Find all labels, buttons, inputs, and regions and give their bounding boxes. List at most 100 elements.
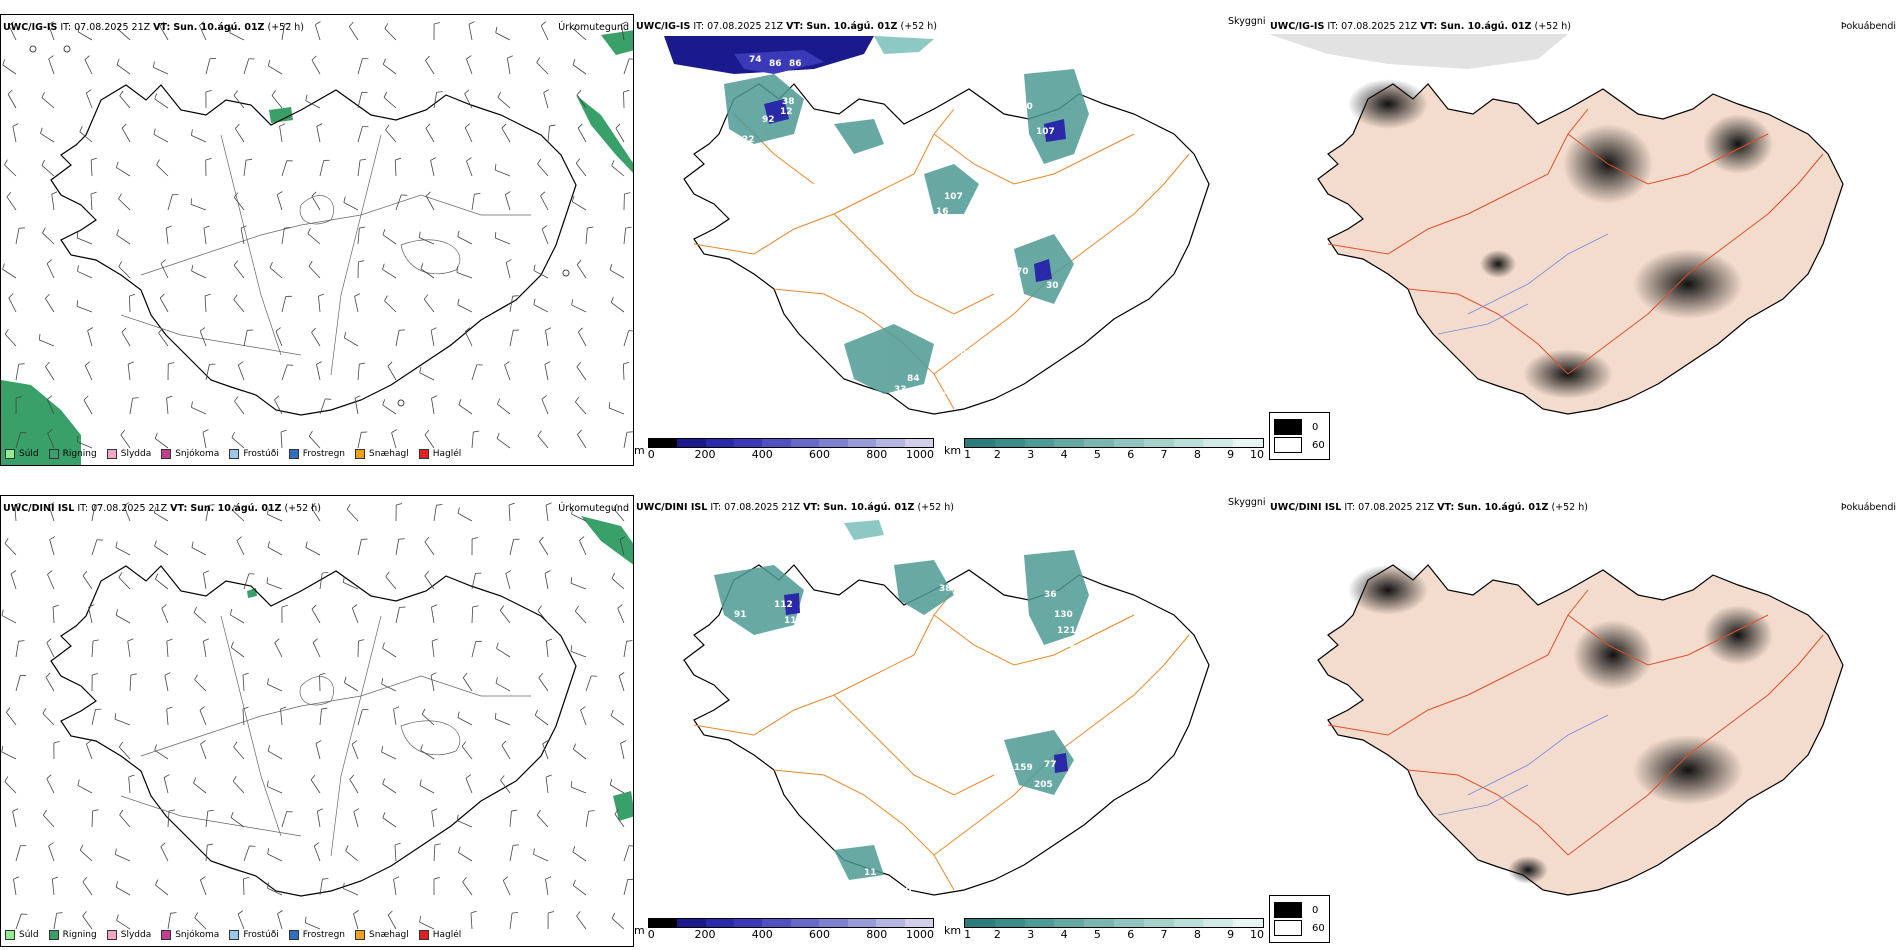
wind-barb-flag <box>496 432 500 439</box>
wind-barb <box>319 879 323 896</box>
cloud-base-colorbar-segment <box>876 919 905 927</box>
wind-barb <box>281 24 285 41</box>
panel-header: UWC/DINI ISL IT: 07.08.2025 21Z VT: Sun.… <box>3 503 321 514</box>
wind-barb <box>623 641 627 658</box>
wind-barb-flag <box>233 260 239 266</box>
wind-barb-flag <box>314 842 320 847</box>
wind-barb <box>276 194 283 211</box>
wind-barb <box>155 578 169 590</box>
wind-barb-flag <box>280 706 287 710</box>
wind-barb <box>47 433 55 449</box>
wind-barb <box>311 59 321 75</box>
cloud-base-label: 77 <box>1044 760 1057 770</box>
wind-barb-flag <box>545 502 552 506</box>
wind-barb <box>349 779 359 794</box>
wind-barb <box>202 432 207 449</box>
wind-barb <box>346 508 359 522</box>
cloud-base-colorbar-tick: 400 <box>751 448 773 461</box>
wind-barb-flag <box>611 912 616 919</box>
panel-header: UWC/IG-IS IT: 07.08.2025 21Z VT: Sun. 10… <box>636 21 937 32</box>
wind-barb-flag <box>245 158 253 161</box>
wind-barb <box>577 434 587 449</box>
wind-barb-flag <box>424 571 429 577</box>
model-name: UWC/IG-IS <box>636 21 691 32</box>
cloud-base-colorbar-segment <box>733 919 763 927</box>
wind-barb <box>461 746 473 760</box>
wind-barb <box>281 296 287 313</box>
wind-barb <box>46 778 55 794</box>
wind-barb <box>385 576 397 590</box>
wind-barb <box>620 743 625 760</box>
wind-barb-flag <box>382 812 386 819</box>
wind-barb <box>351 743 359 760</box>
wind-barb-flag <box>434 843 441 846</box>
wind-barb <box>48 845 55 862</box>
wind-barb-flag <box>121 123 127 129</box>
visibility-colorbar-tick: 6 <box>1127 928 1135 941</box>
wind-barb <box>234 128 245 143</box>
precip-legend-swatch <box>106 449 117 459</box>
wind-barb <box>266 582 283 590</box>
wind-barb <box>191 547 207 556</box>
panel-title: Úrkomutegund <box>558 22 629 33</box>
cloud-base-label: 18 <box>1062 640 1075 650</box>
wind-barb <box>465 778 473 794</box>
wind-barb <box>232 780 245 794</box>
cloud-base-label: 11 <box>864 868 877 878</box>
precip-legend-item: Frostúði <box>229 449 279 459</box>
wind-barb-flag <box>465 774 472 779</box>
wind-barb-flag <box>382 399 386 406</box>
wind-barb <box>385 129 397 143</box>
cloud-base-colorbar-segment <box>904 919 933 927</box>
wind-barb <box>46 263 55 279</box>
wind-barb-flag <box>576 362 582 368</box>
wind-barb-flag <box>120 430 125 436</box>
wind-barb-flag <box>537 158 542 165</box>
precip-legend-item: Rigning <box>48 449 97 459</box>
it-label: IT: <box>693 21 705 32</box>
wind-barb-flag <box>456 266 458 273</box>
visibility-colorbar-segment <box>1054 439 1085 447</box>
wind-barb <box>542 743 549 760</box>
cloud-base-label: 11 <box>784 616 797 626</box>
wind-barb <box>116 167 131 177</box>
wind-barb <box>77 31 93 41</box>
wind-barb <box>430 160 435 177</box>
wind-barb <box>166 398 169 415</box>
wind-barb <box>623 879 629 896</box>
wind-barb <box>12 126 17 143</box>
wind-barb-flag <box>311 327 316 333</box>
wind-barb <box>205 845 208 862</box>
wind-barb <box>154 438 169 449</box>
precip-type-panel-bottom: UWC/DINI ISL IT: 07.08.2025 21Z VT: Sun.… <box>0 495 634 947</box>
wind-barb <box>499 610 511 624</box>
wind-barb-flag <box>466 55 472 60</box>
wind-barb-flag <box>311 55 317 61</box>
precip-legend-item: Haglél <box>418 449 461 459</box>
wind-barb-flag <box>47 395 53 400</box>
wind-barb-flag <box>572 743 576 750</box>
it-value: 07.08.2025 21Z <box>1341 21 1418 32</box>
wind-barb-flag <box>232 775 237 782</box>
wind-barb-flag <box>430 327 437 331</box>
wind-barb-flag <box>608 402 611 409</box>
wind-barb <box>41 165 55 177</box>
wind-barb-flag <box>275 327 281 332</box>
wind-barb-flag <box>79 844 84 851</box>
wind-barb <box>471 606 474 624</box>
wind-barb <box>623 58 630 75</box>
wind-barb-flag <box>10 570 17 575</box>
wind-barb-flag <box>544 361 551 365</box>
wind-barb <box>316 364 321 381</box>
wind-barb <box>471 194 475 211</box>
wind-barb <box>430 330 435 347</box>
cloud-base-label: 205 <box>1034 780 1053 790</box>
cloud-base-colorbar-tick: 0 <box>647 448 655 461</box>
wind-barb-flag <box>114 713 117 720</box>
precip-legend-label: Snæhagl <box>369 449 409 459</box>
wind-barb <box>77 785 93 794</box>
wind-barb <box>268 65 283 75</box>
wind-barb <box>420 749 435 760</box>
cloud-base-label: 86 <box>769 59 782 69</box>
wind-barb <box>267 513 283 522</box>
